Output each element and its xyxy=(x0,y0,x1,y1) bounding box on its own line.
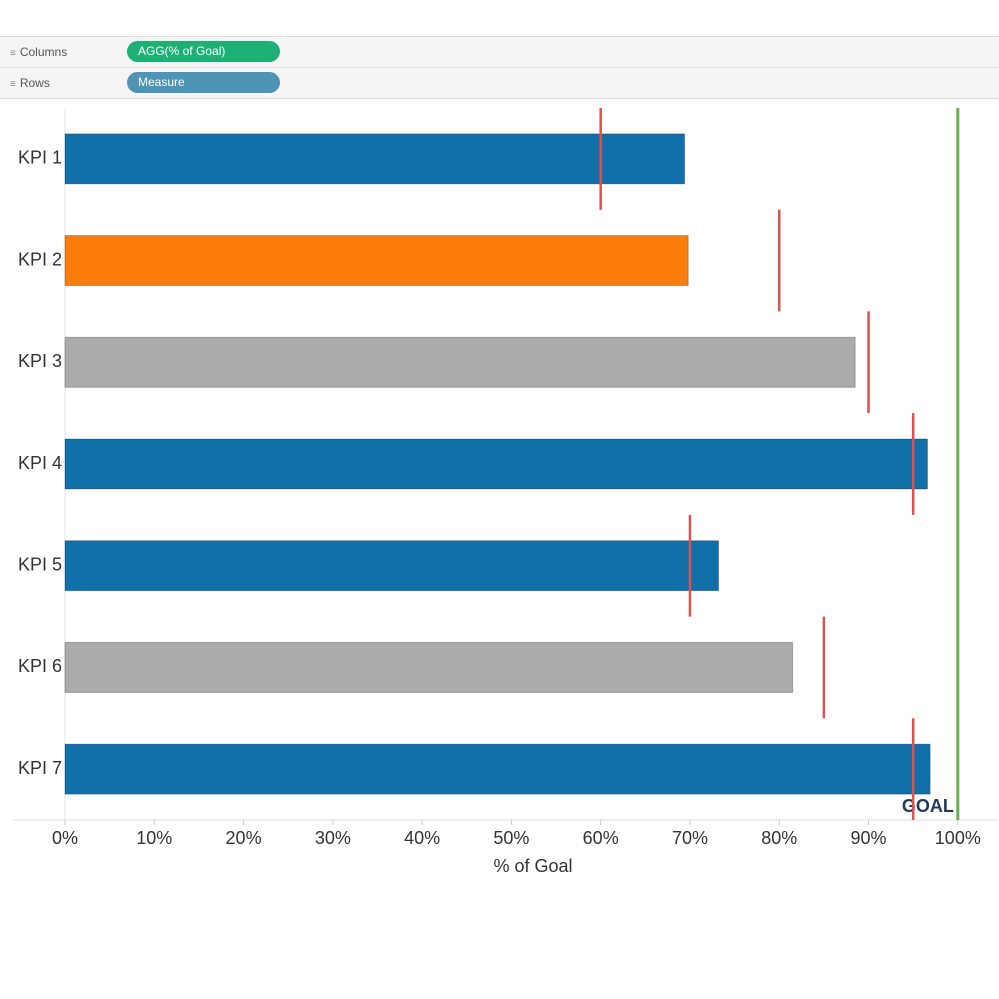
bar xyxy=(64,336,856,388)
x-tick-label: 50% xyxy=(493,828,529,848)
shelf-label: ≡ Columns xyxy=(10,45,68,59)
bar xyxy=(64,133,686,185)
y-tick-label: KPI 4 xyxy=(18,453,62,473)
y-tick-label: KPI 7 xyxy=(18,758,62,778)
columns-shelf: ≡ Columns AGG(% of Goal) xyxy=(0,36,999,67)
bar xyxy=(64,540,720,592)
shelves: ≡ Columns AGG(% of Goal) ≡ Rows Measure xyxy=(0,36,999,99)
shelf-label-text: Rows xyxy=(19,76,50,90)
x-tick-label: 70% xyxy=(672,828,708,848)
pill[interactable]: Measure xyxy=(127,72,280,93)
x-tick-label: 100% xyxy=(935,828,981,848)
y-tick-label: KPI 1 xyxy=(18,148,62,168)
y-tick-label: KPI 6 xyxy=(18,656,62,676)
shelf-label-text: Columns xyxy=(19,45,68,59)
y-tick-label: KPI 2 xyxy=(18,249,62,269)
x-tick-label: 80% xyxy=(761,828,797,848)
pill[interactable]: AGG(% of Goal) xyxy=(127,41,280,62)
x-tick-label: 0% xyxy=(52,828,78,848)
x-tick-label: 90% xyxy=(851,828,887,848)
rows-shelf: ≡ Rows Measure xyxy=(0,67,999,99)
x-tick-label: 60% xyxy=(583,828,619,848)
y-tick-label: KPI 3 xyxy=(18,351,62,371)
y-tick-label: KPI 5 xyxy=(18,554,62,574)
bar xyxy=(64,743,931,795)
bar xyxy=(64,641,794,693)
bar xyxy=(64,235,689,287)
x-tick-label: 20% xyxy=(226,828,262,848)
shelf-label: ≡ Rows xyxy=(10,76,50,90)
x-tick-label: 40% xyxy=(404,828,440,848)
x-tick-label: 10% xyxy=(136,828,172,848)
bar xyxy=(64,438,928,490)
x-tick-label: 30% xyxy=(315,828,351,848)
goal-label: GOAL xyxy=(902,796,954,816)
x-axis-title: % of Goal xyxy=(493,856,572,876)
